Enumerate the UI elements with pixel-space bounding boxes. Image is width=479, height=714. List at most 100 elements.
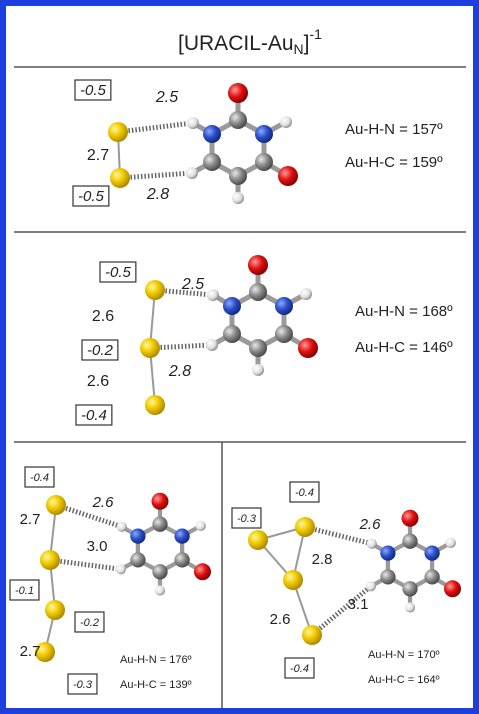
atom (174, 528, 189, 543)
gold-atom (110, 168, 130, 188)
atom (424, 545, 439, 560)
atom (186, 167, 198, 179)
distance-label: 3.1 (348, 596, 369, 613)
atom (298, 338, 318, 358)
gold-atom (145, 280, 165, 300)
atom (152, 493, 169, 510)
distance-label: 2.8 (146, 186, 169, 203)
charge-label: -0.3 (237, 513, 257, 525)
gold-atom (45, 600, 65, 620)
atom (130, 552, 145, 567)
atom (223, 297, 241, 315)
distance-label: 2.7 (20, 643, 41, 660)
gold-atom (46, 495, 66, 515)
atom (223, 325, 241, 343)
atom (280, 116, 292, 128)
distance-label: 2.8 (312, 551, 333, 568)
atom (229, 111, 247, 129)
atom (380, 545, 395, 560)
gold-atom (302, 625, 322, 645)
atom (249, 283, 267, 301)
atom (155, 585, 165, 595)
angle-label: Au-H-C = 139º (120, 679, 192, 691)
atom (196, 521, 206, 531)
atom (402, 510, 419, 527)
distance-label: 2.6 (270, 611, 291, 628)
atom (380, 569, 395, 584)
atom (366, 581, 376, 591)
atom (424, 569, 439, 584)
atom (152, 517, 167, 532)
angle-label: Au-H-C = 159º (345, 154, 443, 171)
atom (174, 552, 189, 567)
gold-atom (283, 570, 303, 590)
atom (402, 534, 417, 549)
gold-atom (295, 517, 315, 537)
angle-label: Au-H-N = 168º (355, 303, 453, 320)
gold-atom (145, 395, 165, 415)
charge-label: -0.1 (15, 585, 34, 597)
charge-label: -0.4 (30, 472, 49, 484)
atom (405, 602, 415, 612)
gold-atom (140, 338, 160, 358)
charge-label: -0.5 (105, 264, 132, 281)
atom (187, 117, 199, 129)
atom (249, 339, 267, 357)
atom (203, 153, 221, 171)
distance-label: 2.6 (87, 373, 109, 390)
atom (367, 539, 377, 549)
atom (248, 255, 268, 275)
page: [URACIL-AuN]-1 -0.5-0.52.52.72.8Au-H-N =… (0, 0, 479, 714)
distance-label: 3.0 (87, 538, 108, 555)
atom (206, 339, 218, 351)
atom (300, 288, 312, 300)
atom (130, 528, 145, 543)
atom (446, 538, 456, 548)
charge-label: -0.4 (295, 487, 314, 499)
distance-label: 2.5 (181, 276, 204, 293)
atom (152, 564, 167, 579)
title-subscript: N (294, 41, 304, 57)
charge-label: -0.5 (80, 82, 107, 99)
atom (207, 289, 219, 301)
angle-label: Au-H-N = 170º (368, 649, 440, 661)
atom (229, 167, 247, 185)
charge-label: -0.2 (80, 617, 99, 629)
title-main: [URACIL-Au (178, 32, 294, 55)
gold-atom (108, 122, 128, 142)
angle-label: Au-H-C = 164º (368, 674, 440, 686)
charge-label: -0.3 (73, 679, 93, 691)
atom (255, 153, 273, 171)
atom (116, 564, 126, 574)
atom (228, 83, 248, 103)
figure: [URACIL-AuN]-1 -0.5-0.52.52.72.8Au-H-N =… (0, 0, 479, 714)
distance-label: 2.6 (92, 308, 114, 325)
distance-label: 2.5 (155, 89, 178, 106)
charge-label: -0.5 (78, 188, 105, 205)
gold-atom (248, 530, 268, 550)
atom (444, 580, 461, 597)
title-superscript: -1 (310, 26, 323, 42)
charge-label: -0.4 (290, 663, 309, 675)
distance-label: 2.7 (87, 147, 109, 164)
atom (275, 325, 293, 343)
angle-label: Au-H-C = 146º (355, 339, 453, 356)
angle-label: Au-H-N = 157º (345, 121, 443, 138)
atom (232, 192, 244, 204)
distance-label: 2.6 (359, 516, 382, 533)
distance-label: 2.6 (92, 494, 115, 511)
atom (275, 297, 293, 315)
atom (255, 125, 273, 143)
atom (117, 522, 127, 532)
charge-label: -0.2 (87, 342, 114, 359)
atom (203, 125, 221, 143)
charge-label: -0.4 (81, 407, 107, 424)
atom (402, 581, 417, 596)
atom (194, 563, 211, 580)
atom (278, 166, 298, 186)
distance-label: 2.8 (168, 363, 191, 380)
gold-atom (40, 550, 60, 570)
atom (252, 364, 264, 376)
distance-label: 2.7 (20, 511, 41, 528)
angle-label: Au-H-N = 176º (120, 654, 192, 666)
